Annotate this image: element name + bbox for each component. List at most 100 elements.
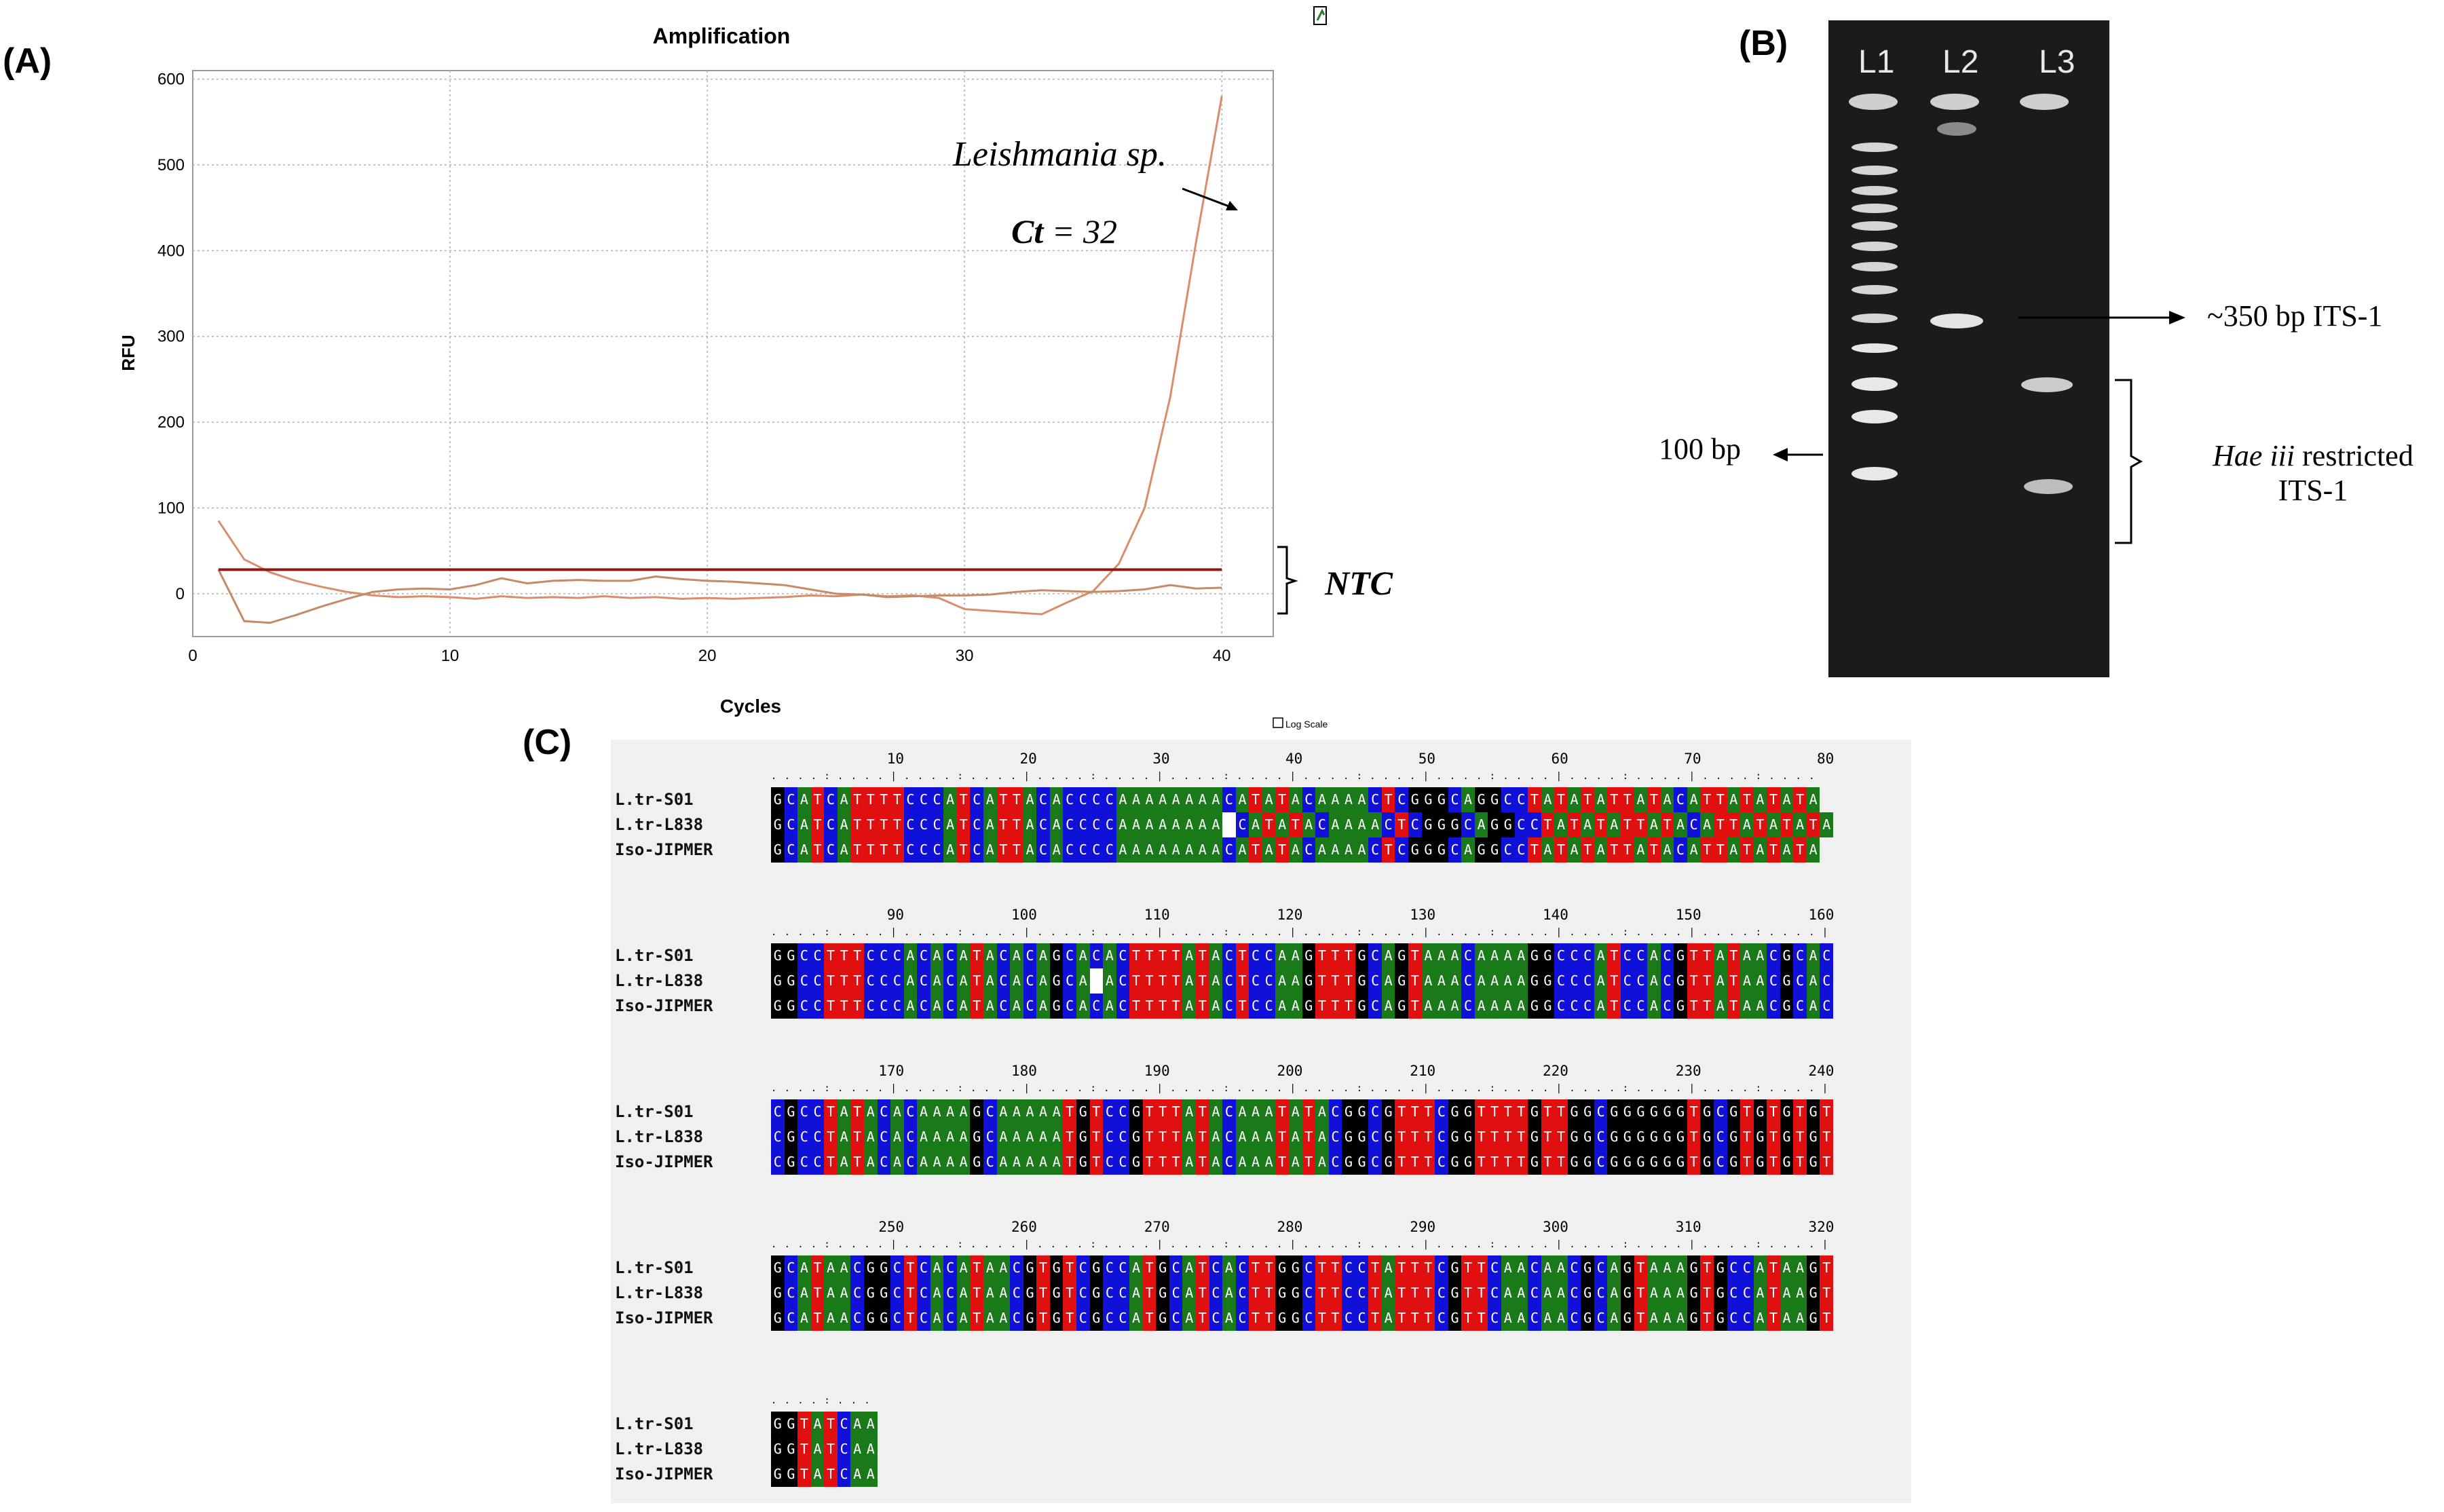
nucleotide: T (1541, 1150, 1555, 1175)
nucleotide: C (1209, 1281, 1223, 1306)
nucleotide: C (1501, 837, 1515, 863)
nucleotide: C (877, 1150, 891, 1175)
nucleotide: T (1302, 1150, 1316, 1175)
nucleotide: A (1421, 968, 1435, 994)
nucleotide: G (1156, 1306, 1169, 1331)
nucleotide: C (1634, 943, 1648, 968)
nucleotide: G (1621, 1099, 1634, 1124)
nucleotide: T (1142, 943, 1157, 968)
nucleotide: C (1222, 837, 1236, 863)
nucleotide: T (1634, 1281, 1648, 1306)
nucleotide: A (1182, 1255, 1196, 1281)
nucleotide: C (1368, 943, 1382, 968)
nucleotide: T (970, 994, 983, 1019)
nucleotide: T (824, 968, 838, 994)
ladder-band (1851, 377, 1898, 391)
nucleotide: T (850, 812, 864, 837)
ruler-tick-label: 260 (1011, 1219, 1037, 1235)
ruler-tick-label: 240 (1808, 1063, 1835, 1079)
nucleotide: C (877, 1124, 891, 1150)
nucleotide: G (1129, 1124, 1143, 1150)
nucleotide: G (771, 837, 785, 863)
nucleotide: G (1634, 1150, 1648, 1175)
nucleotide: T (837, 968, 851, 994)
nucleotide: C (1793, 968, 1807, 994)
nucleotide: C (1448, 837, 1462, 863)
x-tick-label: 40 (1213, 647, 1231, 665)
nucleotide: C (1461, 812, 1475, 837)
nucleotide: G (1448, 812, 1462, 837)
nucleotide: C (1567, 994, 1581, 1019)
nucleotide: T (1010, 837, 1023, 863)
nucleotide: C (797, 1099, 811, 1124)
nucleotide: A (1713, 943, 1727, 968)
nucleotide: C (1116, 1306, 1130, 1331)
nucleotide: T (1621, 812, 1634, 837)
nucleotide: A (996, 1099, 1011, 1124)
nucleotide: A (917, 1124, 930, 1150)
nucleotide: C (1554, 994, 1568, 1019)
ruler-tick-label: 150 (1675, 907, 1702, 923)
nucleotide: A (1461, 787, 1475, 812)
nucleotide: T (1063, 1255, 1076, 1281)
nucleotide: C (1169, 1255, 1183, 1281)
nucleotide: C (1634, 994, 1648, 1019)
nucleotide: C (1674, 787, 1687, 812)
nucleotide: A (1182, 1281, 1196, 1306)
nucleotide: T (1315, 1281, 1329, 1306)
nucleotide: T (1713, 837, 1727, 863)
nucleotide: C (1262, 943, 1276, 968)
sequence-name: L.tr-L838 (615, 971, 704, 990)
nucleotide: T (797, 1437, 811, 1462)
nucleotide: T (1249, 787, 1262, 812)
nucleotide: A (1381, 943, 1395, 968)
nucleotide: T (1767, 1150, 1780, 1175)
nucleotide: T (1328, 968, 1342, 994)
nucleotide: G (1621, 1150, 1634, 1175)
nucleotide: A (1780, 1281, 1794, 1306)
nucleotide: C (890, 968, 904, 994)
nucleotide: C (1368, 968, 1382, 994)
nucleotide: C (1023, 943, 1037, 968)
nucleotide: A (1275, 812, 1289, 837)
nucleotide: T (1820, 1281, 1833, 1306)
x-tick-label: 0 (188, 647, 197, 665)
log-scale-checkbox[interactable] (1273, 717, 1283, 728)
nucleotide: C (1621, 943, 1634, 968)
nucleotide: A (1474, 994, 1488, 1019)
nucleotide: C (1076, 787, 1090, 812)
nucleotide: T (1275, 837, 1289, 863)
nucleotide: A (1448, 968, 1462, 994)
nucleotide: G (1448, 1099, 1462, 1124)
ruler-tick-label: 80 (1817, 751, 1835, 767)
nucleotide: C (784, 812, 798, 837)
nucleotide: G (771, 787, 785, 812)
nucleotide: A (1421, 943, 1435, 968)
nucleotide: G (1395, 968, 1408, 994)
nucleotide: T (903, 1255, 918, 1281)
ct-annotation: Ct = 32 (1011, 212, 1117, 251)
nucleotide: C (810, 968, 825, 994)
nucleotide: A (1567, 837, 1581, 863)
nucleotide: A (1036, 943, 1050, 968)
nucleotide: G (1634, 1124, 1648, 1150)
nucleotide: T (1408, 1255, 1422, 1281)
nucleotide: T (1408, 1150, 1422, 1175)
nucleotide: G (1076, 1124, 1090, 1150)
nucleotide: G (1474, 837, 1488, 863)
nucleotide: T (996, 812, 1011, 837)
nucleotide: A (837, 1281, 851, 1306)
nucleotide: C (1076, 1281, 1090, 1306)
nucleotide: G (1076, 1099, 1090, 1124)
nucleotide: G (1049, 968, 1064, 994)
nucleotide: A (1129, 812, 1143, 837)
nucleotide: C (1621, 994, 1634, 1019)
nucleotide: A (1806, 837, 1820, 863)
nucleotide: T (970, 1281, 983, 1306)
nucleotide: T (1474, 1099, 1488, 1124)
nucleotide: C (784, 787, 798, 812)
nucleotide: A (983, 994, 997, 1019)
ruler-tick-label: 60 (1551, 751, 1568, 767)
nucleotide: C (1767, 943, 1780, 968)
nucleotide: T (1010, 787, 1023, 812)
